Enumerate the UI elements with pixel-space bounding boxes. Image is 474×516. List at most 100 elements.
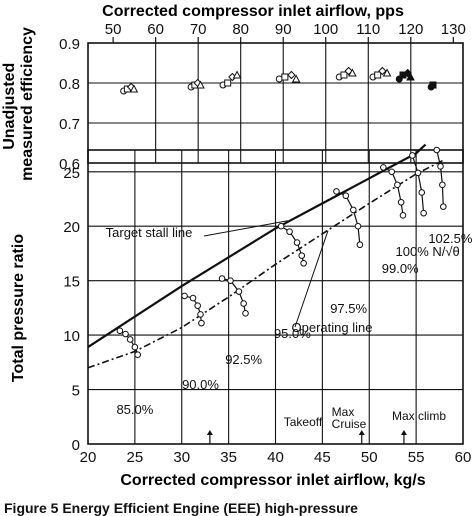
- top-x-tick-label: 130: [441, 21, 466, 38]
- speed-line-point: [298, 252, 306, 259]
- efficiency-point: [287, 70, 296, 80]
- efficiency-point: [196, 80, 205, 89]
- speed-line-point: [418, 189, 426, 196]
- top-x-tick-label: 100: [313, 21, 338, 38]
- efficiency-point: [348, 68, 357, 77]
- efficiency-point: [291, 74, 301, 83]
- speed-line-point: [286, 228, 293, 235]
- speed-line-point: [394, 181, 401, 189]
- speed-line-point: [356, 241, 364, 249]
- top-x-tick-label: 110: [356, 21, 380, 38]
- bottom-x-tick-label: 35: [220, 449, 237, 466]
- speed-line-point: [342, 192, 350, 200]
- condition-arrowhead: [206, 430, 213, 435]
- speed-line-point: [354, 222, 362, 230]
- efficiency-point: [129, 84, 139, 93]
- speed-line-label: 102.5%: [428, 231, 473, 246]
- speed-line-point: [414, 169, 422, 177]
- top-x-tick-label: 60: [147, 21, 164, 38]
- takeoff-label: Takeoff: [284, 415, 323, 429]
- speed-line-label: 97.5%: [330, 301, 367, 316]
- speed-line-label: 100% N/√θ: [396, 244, 460, 259]
- speed-line-point: [437, 163, 444, 170]
- speed-line-point: [409, 152, 416, 159]
- bottom-y-tick-label: 5: [72, 383, 80, 400]
- top-x-tick-label: 70: [190, 21, 207, 38]
- speed-line-point: [350, 206, 357, 214]
- efficiency-point: [382, 68, 392, 77]
- bottom-x-tick-label: 55: [408, 449, 425, 466]
- top-x-tick-label: 80: [232, 21, 249, 38]
- speed-line-point: [240, 300, 247, 307]
- speed-line-point: [227, 277, 234, 284]
- bottom-x-axis-label: Corrected compressor inlet airflow, kg/s: [120, 472, 425, 489]
- bottom-x-tick-label: 50: [361, 449, 378, 466]
- efficiency-panel: 0.6 0.7 0.8 0.9 50 60 70 80 90 100 110 120 130: [59, 21, 466, 173]
- target-stall-line: [87, 143, 427, 349]
- bottom-y-tick-label: 15: [63, 274, 80, 291]
- top-x-tick-label: 120: [398, 21, 423, 38]
- speed-line-point: [333, 188, 340, 195]
- bottom-x-tick-label: 45: [314, 449, 331, 466]
- bottom-x-tick-label: 30: [173, 449, 190, 466]
- speed-line-point: [116, 327, 124, 335]
- efficiency-point: [281, 73, 289, 81]
- speed-line-point: [131, 343, 139, 351]
- speed-line-point: [218, 275, 226, 282]
- bottom-x-tick-label: 60: [455, 449, 472, 466]
- bottom-y-tick-label: 20: [63, 219, 80, 236]
- top-y-tick-label: 0.9: [59, 36, 80, 53]
- speed-line-point: [397, 198, 405, 206]
- speed-line-point: [197, 311, 204, 318]
- speed-line-label: 92.5%: [225, 352, 262, 367]
- top-y-axis-label: Unadjusted measured efficiency: [1, 27, 36, 181]
- efficiency-point: [429, 81, 437, 89]
- figure-caption: Figure 5 Energy Efficient Engine (EEE) h…: [4, 500, 358, 516]
- bottom-x-tick-label: 40: [267, 449, 284, 466]
- top-x-tick-label: 90: [275, 21, 292, 38]
- operating-line-label: Operating line: [292, 320, 373, 335]
- bottom-y-tick-label: 0: [72, 437, 80, 454]
- bottom-y-tick-label: 10: [63, 328, 80, 345]
- speed-line-point: [300, 259, 307, 267]
- speed-line-label: 95.0%: [274, 326, 311, 341]
- speed-line-point: [439, 181, 446, 189]
- bottom-y-tick-label: 25: [63, 165, 80, 182]
- speed-line-point: [126, 336, 134, 343]
- speed-line-point: [388, 168, 396, 176]
- top-y-tick-label: 0.7: [59, 116, 80, 133]
- efficiency-point: [406, 72, 415, 81]
- target-stall-leader: [203, 220, 288, 237]
- top-y-tick-label: 0.8: [59, 76, 80, 93]
- speed-line-label: 85.0%: [116, 402, 153, 417]
- speed-line-point: [380, 164, 387, 171]
- speed-line: [436, 149, 444, 207]
- speed-line-point: [420, 209, 427, 217]
- top-plot-frame: [87, 42, 464, 164]
- speed-line-point: [277, 222, 285, 230]
- speed-line-point: [181, 292, 188, 300]
- speed-line-label: 90.0%: [182, 377, 219, 392]
- efficiency-point: [232, 70, 242, 79]
- efficiency-point: [378, 66, 387, 76]
- speed-line-point: [194, 302, 201, 310]
- condition-arrowhead: [358, 430, 365, 435]
- top-y-tick-label: 0.6: [59, 156, 80, 173]
- speed-line-point: [189, 294, 197, 302]
- condition-arrowhead: [400, 430, 407, 435]
- efficiency-point: [340, 71, 348, 79]
- top-x-axis-label: Corrected compressor inlet airflow, pps: [102, 3, 404, 20]
- speed-line-point: [440, 203, 447, 210]
- max-label: Max: [332, 405, 355, 419]
- speed-line-point: [242, 310, 249, 317]
- speed-line-point: [399, 212, 407, 219]
- efficiency-point: [224, 79, 232, 87]
- speed-line: [221, 277, 247, 314]
- bottom-y-axis-label: Total pressure ratio: [10, 234, 27, 382]
- speed-line: [411, 155, 425, 214]
- operating-line-leader: [294, 230, 329, 328]
- speed-line-point: [433, 146, 441, 154]
- target-stall-label: Target stall line: [106, 225, 193, 240]
- pressure-ratio-panel: 0 5 10 15 20 25 20 25 30 35 40 45 50 55 60 85.0% 90.0% 92…: [63, 143, 473, 466]
- speed-line-point: [293, 239, 301, 246]
